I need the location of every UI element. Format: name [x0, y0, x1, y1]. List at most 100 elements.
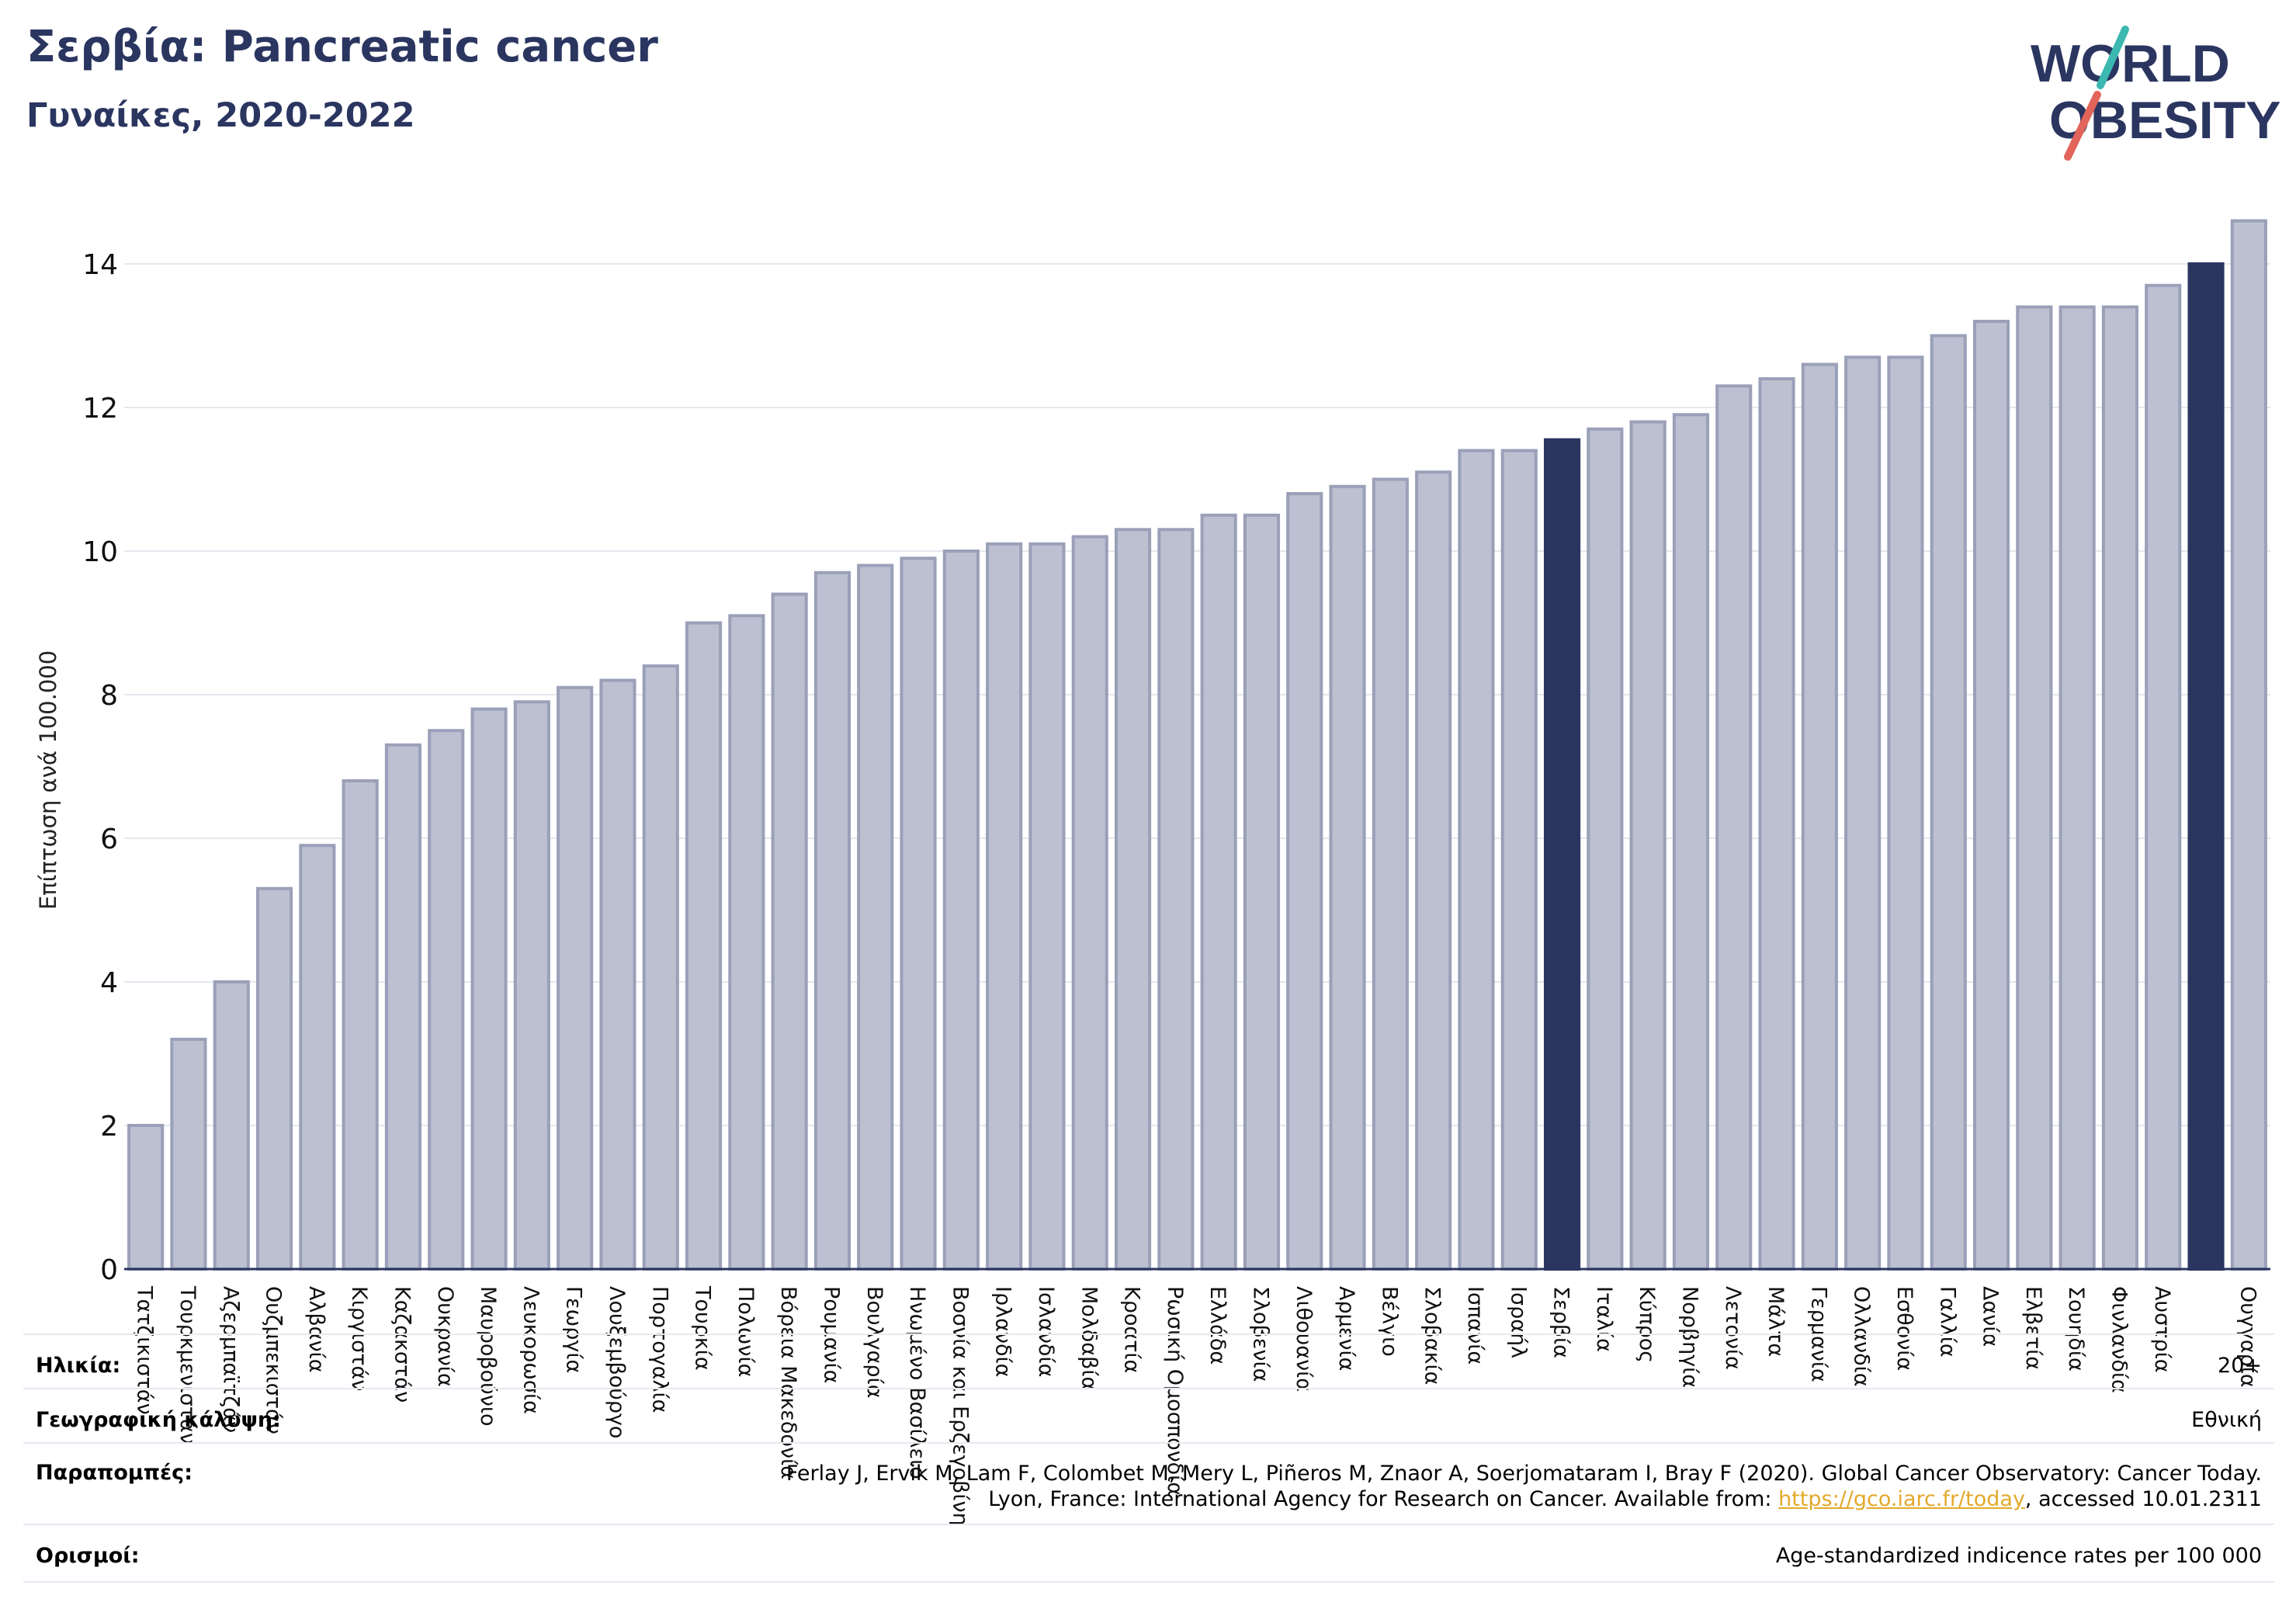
references-accessed: , accessed 10.01.2311 — [2024, 1487, 2262, 1511]
x-tick-label: Γαλλία — [1935, 1286, 1959, 1358]
coverage-label: Γεωγραφική κάλυψη: — [36, 1408, 281, 1432]
x-tick-label: Ουγγαρία — [2235, 1286, 2260, 1388]
bar — [1930, 334, 1967, 1271]
x-tick-label: Ισπανία — [1463, 1286, 1487, 1365]
bar — [642, 664, 679, 1271]
y-tick-label: 6 — [100, 824, 118, 855]
bar — [1243, 513, 1281, 1271]
bar — [1114, 528, 1152, 1271]
references-line-2: Lyon, France: International Agency for R… — [786, 1486, 2262, 1512]
page-subtitle: Γυναίκες, 2020-2022 — [26, 96, 415, 135]
bars-layer — [127, 219, 2267, 1271]
world-obesity-logo: WORLD OBESITY — [2031, 26, 2281, 161]
gco-link[interactable]: https://gco.iarc.fr/today — [1778, 1487, 2025, 1511]
bar — [2016, 305, 2053, 1271]
bar — [127, 1124, 165, 1271]
x-tick-label: Κιργιστάν — [347, 1286, 371, 1391]
x-tick-label: Αυστρία — [2150, 1286, 2174, 1373]
bar — [384, 743, 422, 1271]
x-tick-label: Κροατία — [1120, 1286, 1144, 1373]
x-tick-labels: Τατζικιστάν Τουρκμενιστάν Αζερμπαϊτζάν Ουζμ… — [133, 1285, 2260, 1526]
bar — [728, 614, 765, 1271]
x-tick-label: Σουηδία — [2064, 1286, 2088, 1372]
info-row-definitions: Ορισμοί: Age-standardized indicence rate… — [23, 1524, 2274, 1583]
x-tick-label: Φινλανδία — [2107, 1286, 2131, 1393]
x-tick-label: Ισλανδία — [1034, 1286, 1058, 1377]
x-tick-label: Γεωργία — [562, 1286, 586, 1373]
y-tick-label: 8 — [100, 680, 118, 712]
bar — [428, 729, 465, 1271]
x-tick-label: Μολδαβία — [1077, 1286, 1101, 1390]
info-row-coverage: Γεωγραφική κάλυψη: Εθνική — [23, 1388, 2274, 1444]
x-tick-label: Αλβανία — [304, 1286, 328, 1373]
age-value: 20+ — [2218, 1354, 2262, 1378]
definitions-value: Age-standardized indicence rates per 100… — [1775, 1544, 2262, 1568]
bar — [557, 685, 594, 1271]
x-tick-label: Βόρεια Μακεδονία — [776, 1286, 800, 1479]
definitions-label: Ορισμοί: — [36, 1544, 140, 1568]
x-tick-label: Λουξεμβούργο — [605, 1286, 629, 1438]
bar — [1286, 492, 1323, 1271]
logo-slash-teal — [2097, 26, 2129, 89]
info-row-references: Παραπομπές: Ferlay J, Ervik M, Lam F, Co… — [23, 1442, 2274, 1525]
bar — [1758, 377, 1795, 1271]
references-text: Lyon, France: International Agency for R… — [988, 1487, 1779, 1511]
bar — [813, 570, 851, 1271]
x-tick-label: Τουρκία — [691, 1285, 715, 1371]
x-tick-label: Ολλανδία — [1850, 1286, 1874, 1387]
bar — [1157, 528, 1195, 1271]
bar — [771, 592, 808, 1271]
bar — [2145, 283, 2182, 1271]
bar — [1972, 320, 2010, 1271]
bar — [900, 557, 937, 1271]
x-tick-label: Βουλγαρία — [862, 1286, 886, 1399]
bar — [1587, 427, 1624, 1271]
bar — [1543, 438, 1581, 1271]
y-tick-label: 0 — [100, 1254, 118, 1286]
x-tick-label: Βέλγιο — [1377, 1286, 1401, 1357]
bar — [1672, 413, 1710, 1271]
bar — [470, 707, 508, 1271]
x-tick-label: Δανία — [1979, 1286, 2003, 1347]
x-tick-label: Αζερμπαϊτζάν — [218, 1286, 242, 1433]
x-tick-label: Ουκρανία — [433, 1286, 457, 1387]
x-tick-label: Ιρλανδία — [991, 1286, 1015, 1377]
y-tick-label: 10 — [82, 536, 118, 568]
y-tick-label: 4 — [100, 967, 118, 999]
bar — [1415, 470, 1452, 1271]
info-row-age: Ηλικία: 20+ — [23, 1333, 2274, 1389]
y-tick-label: 12 — [82, 393, 118, 425]
x-tick-label: Ελλάδα — [1205, 1286, 1230, 1365]
x-tick-label: Λιθουανία — [1292, 1286, 1316, 1392]
bar — [255, 886, 293, 1271]
bar — [1200, 513, 1237, 1271]
logo-word-world: WORLD — [2031, 34, 2230, 93]
bar — [1801, 362, 1838, 1271]
bar — [599, 678, 636, 1271]
y-tick-label: 14 — [82, 249, 118, 281]
x-tick-label: Μάλτα — [1764, 1286, 1788, 1357]
x-tick-label: Εσθονία — [1892, 1286, 1916, 1371]
bar — [513, 700, 550, 1271]
bar — [986, 542, 1023, 1271]
bar — [1458, 449, 1495, 1271]
coverage-value: Εθνική — [2191, 1408, 2262, 1432]
bar — [299, 844, 336, 1271]
age-label: Ηλικία: — [36, 1354, 121, 1378]
axis-layer: 0 2 4 6 8 10 12 14 — [82, 249, 2270, 1286]
bar — [857, 564, 894, 1271]
bar — [1372, 477, 1409, 1271]
bar — [1500, 449, 1538, 1271]
bar — [342, 779, 379, 1271]
bar — [170, 1038, 207, 1271]
bar — [1629, 420, 1667, 1271]
references-value: Ferlay J, Ervik M, Lam F, Colombet M, Me… — [786, 1461, 2262, 1512]
bar — [2101, 305, 2139, 1271]
bar — [1887, 355, 1924, 1271]
x-tick-label: Ισραήλ — [1506, 1286, 1530, 1358]
logo-slash-red — [2064, 91, 2101, 161]
x-tick-label: Μαυροβούνιο — [476, 1286, 500, 1426]
bar — [2230, 219, 2267, 1271]
references-line-1: Ferlay J, Ervik M, Lam F, Colombet M, Me… — [786, 1462, 2262, 1486]
